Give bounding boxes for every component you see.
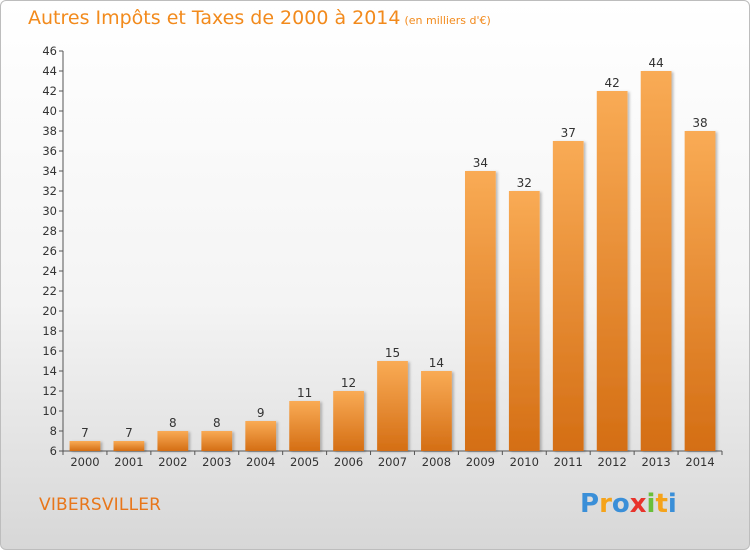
y-tick-label: 30 — [42, 204, 57, 218]
y-tick-label: 14 — [42, 364, 57, 378]
chart-title-text: Autres Impôts et Taxes de 2000 à 2014 — [28, 7, 401, 29]
y-tick-label: 12 — [42, 384, 57, 398]
bar-value-label: 32 — [517, 176, 532, 190]
y-tick-label: 40 — [42, 104, 57, 118]
y-tick-label: 22 — [42, 284, 57, 298]
bar — [289, 401, 321, 451]
x-tick-label: 2003 — [202, 455, 231, 469]
y-tick-label: 26 — [42, 244, 57, 258]
y-tick-label: 28 — [42, 224, 57, 238]
bar-value-label: 37 — [561, 126, 576, 140]
bar — [113, 441, 145, 451]
x-tick-label: 2005 — [290, 455, 319, 469]
y-tick-label: 44 — [42, 64, 57, 78]
y-tick-label: 20 — [42, 304, 57, 318]
x-tick-label: 2014 — [685, 455, 714, 469]
y-tick-label: 32 — [42, 184, 57, 198]
bar — [640, 71, 672, 451]
bar-value-label: 7 — [125, 426, 133, 440]
y-tick-label: 6 — [50, 444, 57, 458]
x-tick-label: 2002 — [158, 455, 187, 469]
chart-bars — [69, 71, 716, 451]
chart-title: Autres Impôts et Taxes de 2000 à 2014 (en… — [28, 7, 491, 29]
y-tick-label: 34 — [42, 164, 57, 178]
bar-value-label: 14 — [429, 356, 444, 370]
bar-value-label: 44 — [648, 56, 663, 70]
y-tick-label: 16 — [42, 344, 57, 358]
chart-subtitle: (en milliers d'€) — [404, 14, 491, 27]
y-tick-label: 46 — [42, 44, 57, 58]
bar — [69, 441, 101, 451]
bar — [596, 91, 628, 451]
bar — [464, 171, 496, 451]
bar-value-label: 8 — [213, 416, 221, 430]
bar — [333, 391, 364, 451]
bar — [157, 431, 189, 451]
x-tick-label: 2001 — [114, 455, 143, 469]
x-tick-label: 2013 — [641, 455, 670, 469]
chart-data-labels: 7 7 8 8 9 11 12 15 14 34 32 37 42 44 38 — [81, 56, 708, 440]
y-tick-label: 8 — [50, 424, 57, 438]
bar-value-label: 8 — [169, 416, 177, 430]
x-tick-label: 2011 — [554, 455, 583, 469]
x-tick-label: 2009 — [466, 455, 495, 469]
x-tick-label: 2006 — [334, 455, 363, 469]
bar — [377, 361, 408, 451]
y-tick-label: 18 — [42, 324, 57, 338]
bar-value-label: 38 — [692, 116, 707, 130]
bar-value-label: 7 — [81, 426, 89, 440]
bar-value-label: 34 — [473, 156, 488, 170]
y-tick-label: 38 — [42, 124, 57, 138]
bar-value-label: 9 — [257, 406, 265, 420]
x-tick-label: 2010 — [510, 455, 539, 469]
commune-name: VIBERSVILLER — [39, 495, 162, 515]
x-tick-label: 2000 — [70, 455, 99, 469]
bar-value-label: 42 — [605, 76, 620, 90]
y-tick-label: 10 — [42, 404, 57, 418]
proxiti-logo: Proxiti — [580, 489, 677, 519]
x-tick-label: 2004 — [246, 455, 275, 469]
x-tick-label: 2007 — [378, 455, 407, 469]
y-tick-label: 24 — [42, 264, 57, 278]
bar — [421, 371, 452, 451]
bar — [684, 131, 716, 451]
y-tick-label: 36 — [42, 144, 57, 158]
x-tick-label: 2008 — [422, 455, 451, 469]
bar — [552, 141, 584, 451]
bar — [201, 431, 233, 451]
y-tick-label: 42 — [42, 84, 57, 98]
bar — [508, 191, 540, 451]
x-tick-label: 2012 — [598, 455, 627, 469]
bar-value-label: 12 — [341, 376, 356, 390]
bar — [245, 421, 277, 451]
bar-value-label: 15 — [385, 346, 400, 360]
bar-value-label: 11 — [297, 386, 312, 400]
